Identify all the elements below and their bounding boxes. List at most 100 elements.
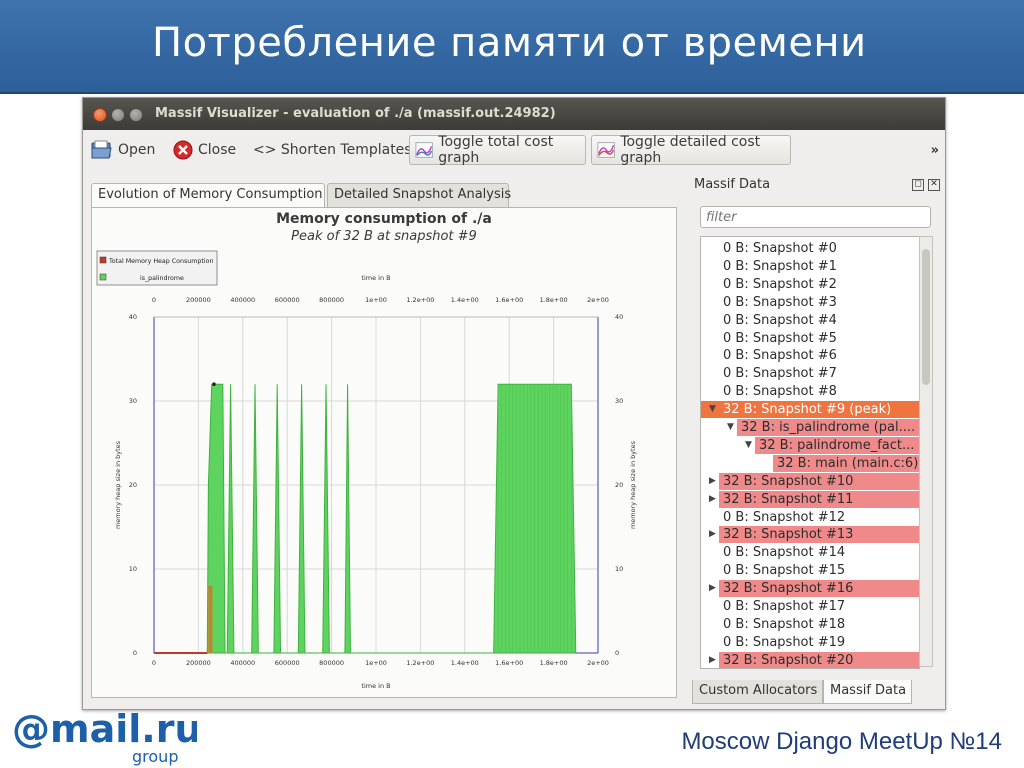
expand-right-icon[interactable]: ▶ [709,654,716,665]
mail-ru-group-logo: @mail.ru group [12,707,197,766]
filter-input[interactable] [700,206,931,228]
tree-row[interactable]: 0 B: Snapshot #2 [701,276,919,293]
tree-row[interactable]: 0 B: Snapshot #3 [701,294,919,311]
legend-swatch-is-palindrome [99,273,107,281]
tree-row-label: 0 B: Snapshot #3 [723,294,837,310]
logo-main-text: @mail.ru [12,707,197,751]
x-tick-label-bottom: 200000 [186,659,211,667]
chart-title: Memory consumption of ./a [276,211,492,227]
tree-row-label: 32 B: main (main.c:6) [773,454,919,472]
tree-row[interactable]: 32 B: main (main.c:6) [701,454,919,472]
shorten-templates-button[interactable]: <> Shorten Templates [253,135,412,165]
dock-float-icon[interactable]: ◻ [912,179,924,191]
window-maximize-button[interactable] [129,108,143,122]
tree-row[interactable]: 0 B: Snapshot #18 [701,616,919,633]
y-tick-label-right: 10 [615,565,623,573]
window-close-button[interactable] [93,108,107,122]
tree-scrollbar[interactable] [919,236,933,667]
legend-label-total: Total Memory Heap Consumption [108,258,214,265]
tree-row[interactable]: 0 B: Snapshot #15 [701,562,919,579]
x-tick-label-bottom: 1.6e+00 [495,659,523,667]
tree-row[interactable]: 0 B: Snapshot #6 [701,347,919,364]
tree-row[interactable]: 0 B: Snapshot #17 [701,598,919,615]
x-tick-label-top: 400000 [230,296,255,304]
expand-down-icon[interactable]: ▼ [727,422,734,432]
dock-title: Massif Data [694,177,771,192]
x-tick-label-bottom: 600000 [275,659,300,667]
toggle-detailed-cost-button[interactable]: Toggle detailed cost graph [591,134,791,166]
y-tick-label-right: 30 [615,397,623,405]
series-total-stripe [208,585,213,653]
expand-right-icon[interactable]: ▶ [709,475,716,486]
y-axis-label-left: memory heap size in bytes [114,440,122,529]
toggle-total-cost-button[interactable]: Toggle total cost graph [409,134,586,166]
expand-right-icon[interactable]: ▶ [709,529,716,540]
tab-massif-data[interactable]: Massif Data [823,680,912,704]
slide-header: Потребление памяти от времени [0,0,1024,94]
x-tick-label-top: 600000 [275,296,300,304]
massif-visualizer-window: Massif Visualizer - evaluation of ./a (m… [82,97,946,710]
y-tick-label-right: 40 [615,313,623,321]
tree-row[interactable]: 0 B: Snapshot #1 [701,258,919,275]
tree-row[interactable]: 0 B: Snapshot #19 [701,634,919,651]
tree-row[interactable]: ▶ 32 B: Snapshot #20 [701,651,919,668]
toolbar-overflow-button[interactable]: » [930,143,939,158]
expand-down-icon[interactable]: ▼ [745,439,752,450]
y-tick-label-right: 0 [615,649,619,657]
tree-scrollbar-thumb[interactable] [922,249,930,385]
tree-row-label: 0 B: Snapshot #18 [723,616,846,632]
tree-row[interactable]: 0 B: Snapshot #0 [701,240,919,257]
tree-row-label: 0 B: Snapshot #19 [723,634,846,650]
snapshot-tree: 0 B: Snapshot #0 0 B: Snapshot #1 0 B: Sna… [700,236,920,669]
tree-row-label: 0 B: Snapshot #0 [723,241,837,256]
tree-row[interactable]: 0 B: Snapshot #8 [701,383,919,400]
tree-row-label: 32 B: palindrome_fact... [755,436,919,454]
tree-row-label: 0 B: Snapshot #15 [723,563,846,579]
tree-row[interactable]: 0 B: Snapshot #12 [701,509,919,526]
expand-down-icon[interactable]: ▼ [709,404,716,415]
open-button[interactable]: Open [91,135,155,165]
tree-row[interactable]: ▶ 32 B: Snapshot #10 [701,472,919,490]
close-icon [173,140,193,160]
tree-row[interactable]: 0 B: Snapshot #7 [701,365,919,382]
chart-panel: Memory consumption of ./a Peak of 32 B a… [91,207,677,698]
tab-evolution[interactable]: Evolution of Memory Consumption [91,183,325,208]
tab-custom-allocators[interactable]: Custom Allocators [692,680,823,704]
footer-text: Moscow Django MeetUp №14 [681,728,1002,755]
tree-row[interactable]: 0 B: Snapshot #4 [701,312,919,329]
tab-detailed-snapshot[interactable]: Detailed Snapshot Analysis [327,183,511,207]
x-tick-label-top: 200000 [186,296,211,304]
tree-row[interactable]: ▶ 32 B: Snapshot #16 [701,580,919,598]
expand-right-icon[interactable]: ▶ [709,583,716,594]
tree-row[interactable]: 0 B: Snapshot #5 [701,330,919,347]
detailed-graph-icon [597,142,615,158]
tree-row-label: 32 B: Snapshot #9 (peak) [723,402,892,418]
tree-row[interactable]: ▼ 32 B: palindrome_fact... [701,436,919,454]
x-tick-label-bottom: 1.2e+00 [406,659,434,667]
x-tick-label-bottom: 2e+00 [587,659,609,667]
x-axis-label-top: time in B [361,274,390,282]
tree-row[interactable]: ▼ 32 B: Snapshot #9 (peak) [701,401,919,419]
window-minimize-button[interactable] [111,108,125,122]
tree-row-label: 0 B: Snapshot #12 [723,509,846,525]
legend-box [96,250,218,286]
open-folder-icon [91,140,112,159]
dock-close-icon[interactable]: ✕ [928,179,940,191]
x-tick-label-bottom: 1.8e+00 [540,659,568,667]
x-tick-label-top: 800000 [319,296,344,304]
tree-row-label: 0 B: Snapshot #7 [723,366,837,382]
tree-row[interactable]: ▶ 32 B: Snapshot #13 [701,526,919,544]
y-tick-label-right: 20 [615,481,623,489]
x-tick-label-top: 1e+00 [365,296,387,304]
tree-row[interactable]: 0 B: Snapshot #14 [701,544,919,561]
chart-subtitle: Peak of 32 B at snapshot #9 [291,229,477,244]
toggle-detailed-label: Toggle detailed cost graph [620,134,761,166]
tree-row[interactable]: ▼ 32 B: is_palindrome (pal.... [701,419,919,436]
x-tick-label-bottom: 1.4e+00 [451,659,479,667]
close-button[interactable]: Close [173,135,236,165]
expand-right-icon[interactable]: ▶ [709,493,716,504]
tree-row-label: 32 B: Snapshot #13 [719,526,919,544]
window-title: Massif Visualizer - evaluation of ./a (m… [155,106,556,121]
tree-row[interactable]: ▶ 32 B: Snapshot #11 [701,490,919,508]
x-tick-label-bottom: 800000 [319,659,344,667]
